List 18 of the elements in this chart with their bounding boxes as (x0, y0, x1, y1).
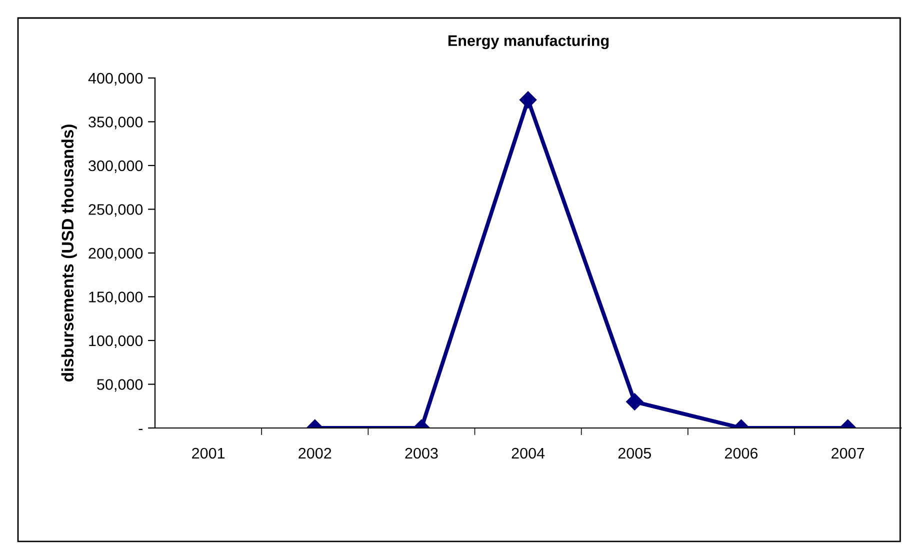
y-tick-label: 400,000 (88, 72, 143, 86)
x-tick-label: 2003 (405, 448, 438, 459)
x-tick-label: 2007 (832, 448, 864, 459)
y-tick-label: 150,000 (89, 292, 143, 304)
y-tick-label: - (138, 428, 143, 430)
y-tick-label: 200,000 (88, 248, 143, 260)
x-tick-label: 2004 (512, 448, 545, 459)
y-tick-label: 100,000 (89, 335, 143, 348)
y-tick-label: 50,000 (97, 379, 143, 392)
x-tick-label: 2001 (192, 448, 225, 459)
x-tick-label: 2002 (298, 448, 332, 459)
y-tick-label: 250,000 (88, 204, 143, 217)
y-tick-label: 350,000 (88, 116, 143, 130)
chart-title: Energy manufacturing (448, 34, 609, 50)
y-tick-label: 300,000 (88, 160, 143, 173)
y-axis-title: disbursements (USD thousands) (61, 124, 77, 382)
x-tick-label: 2006 (724, 448, 758, 459)
x-tick-label: 2005 (618, 448, 651, 459)
